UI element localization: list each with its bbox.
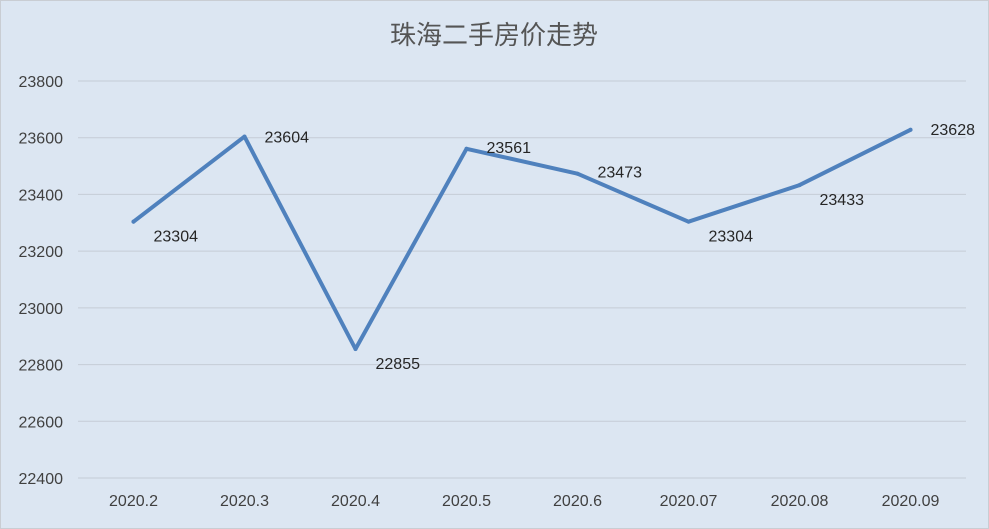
data-label: 23604 xyxy=(265,130,310,147)
data-label: 22855 xyxy=(376,356,421,373)
data-point xyxy=(686,219,691,224)
x-axis-tick-labels: 2020.2 2020.3 2020.4 2020.5 2020.6 2020.07 202… xyxy=(109,493,939,510)
x-tick-label: 2020.08 xyxy=(771,493,829,510)
data-label: 23628 xyxy=(931,122,976,139)
y-tick-label: 22400 xyxy=(19,471,64,488)
y-tick-label: 22600 xyxy=(19,414,64,431)
data-label: 23561 xyxy=(487,140,532,157)
data-label: 23304 xyxy=(154,229,199,246)
y-tick-label: 23200 xyxy=(19,244,64,261)
y-tick-label: 23000 xyxy=(19,301,64,318)
x-tick-label: 2020.5 xyxy=(442,493,491,510)
y-tick-label: 23800 xyxy=(19,74,64,91)
x-tick-label: 2020.4 xyxy=(331,493,380,510)
gridlines xyxy=(78,80,966,479)
data-label: 23433 xyxy=(820,192,865,209)
chart-title: 珠海二手房价走势 xyxy=(390,21,598,51)
x-tick-label: 2020.07 xyxy=(660,493,718,510)
data-point xyxy=(797,183,802,188)
y-tick-label: 23600 xyxy=(19,131,64,148)
data-labels: 23304 23604 22855 23561 23473 23304 23433 23628 xyxy=(131,122,976,373)
data-point xyxy=(908,127,913,132)
x-tick-label: 2020.6 xyxy=(553,493,602,510)
y-axis-tick-labels: 22400 22600 22800 23000 23200 23400 23600 23800 xyxy=(19,74,64,488)
y-tick-label: 23400 xyxy=(19,187,64,204)
data-point xyxy=(575,171,580,176)
data-point xyxy=(464,146,469,151)
x-tick-label: 2020.3 xyxy=(220,493,269,510)
x-tick-label: 2020.2 xyxy=(109,493,158,510)
data-point xyxy=(131,219,136,224)
data-point xyxy=(353,346,358,351)
data-point xyxy=(242,134,247,139)
series-line xyxy=(131,127,913,351)
data-label: 23304 xyxy=(709,229,754,246)
x-tick-label: 2020.09 xyxy=(882,493,940,510)
data-label: 23473 xyxy=(598,165,643,182)
y-tick-label: 22800 xyxy=(19,358,64,375)
